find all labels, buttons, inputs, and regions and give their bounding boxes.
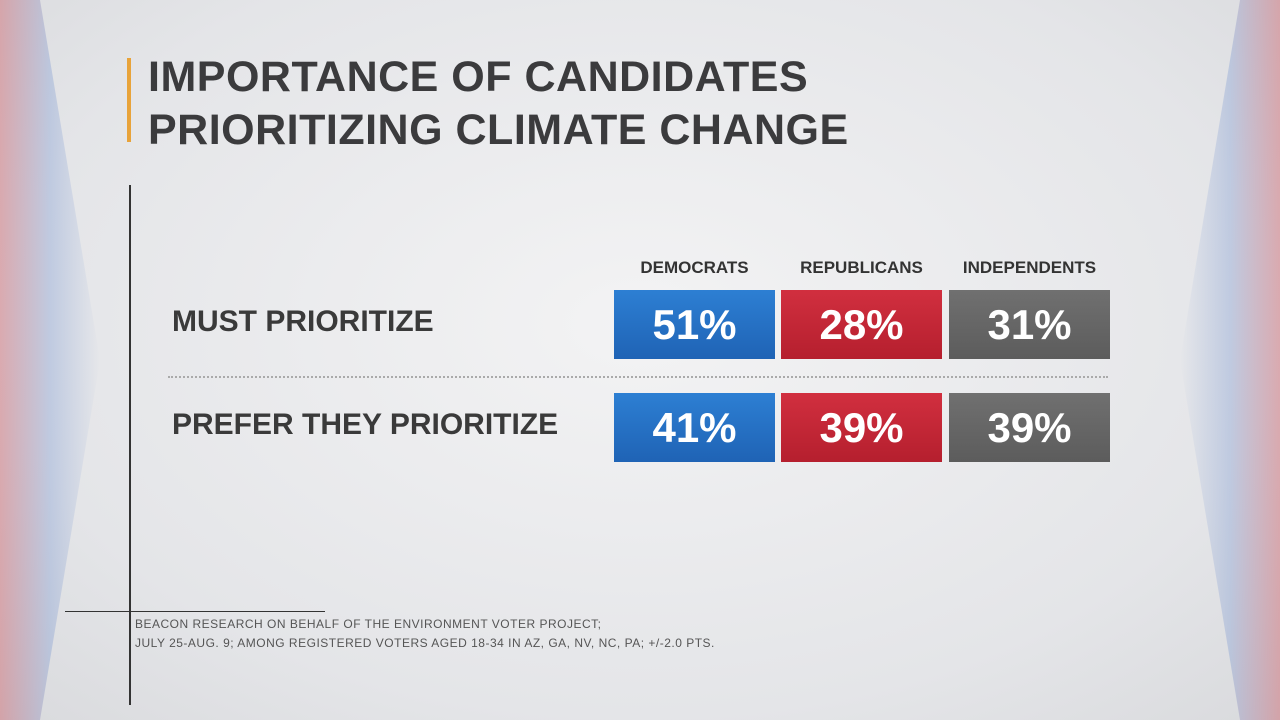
value-cell: 39% (781, 393, 942, 462)
column-header: REPUBLICANS (800, 258, 923, 277)
title: IMPORTANCE OF CANDIDATES (148, 53, 809, 101)
value-cell: 31% (949, 290, 1110, 359)
row-label: PREFER THEY PRIORITIZE (172, 408, 559, 441)
divider (129, 185, 131, 705)
column-header: INDEPENDENTS (962, 258, 1097, 277)
source: JULY 25-AUG. 9; AMONG REGISTERED VOTERS … (135, 636, 715, 650)
accent-bar (127, 58, 131, 142)
source: BEACON RESEARCH ON BEHALF OF THE ENVIRON… (135, 617, 602, 631)
row-divider (168, 376, 1108, 378)
value-cell: 41% (614, 393, 775, 462)
row-label: MUST PRIORITIZE (172, 305, 434, 338)
column-header: DEMOCRATS (640, 258, 749, 277)
value-cell: 28% (781, 290, 942, 359)
side-decoration (1180, 0, 1280, 720)
value-cell: 51% (614, 290, 775, 359)
side-decoration (0, 0, 100, 720)
title: PRIORITIZING CLIMATE CHANGE (148, 106, 849, 154)
divider (65, 611, 325, 612)
value-cell: 39% (949, 393, 1110, 462)
